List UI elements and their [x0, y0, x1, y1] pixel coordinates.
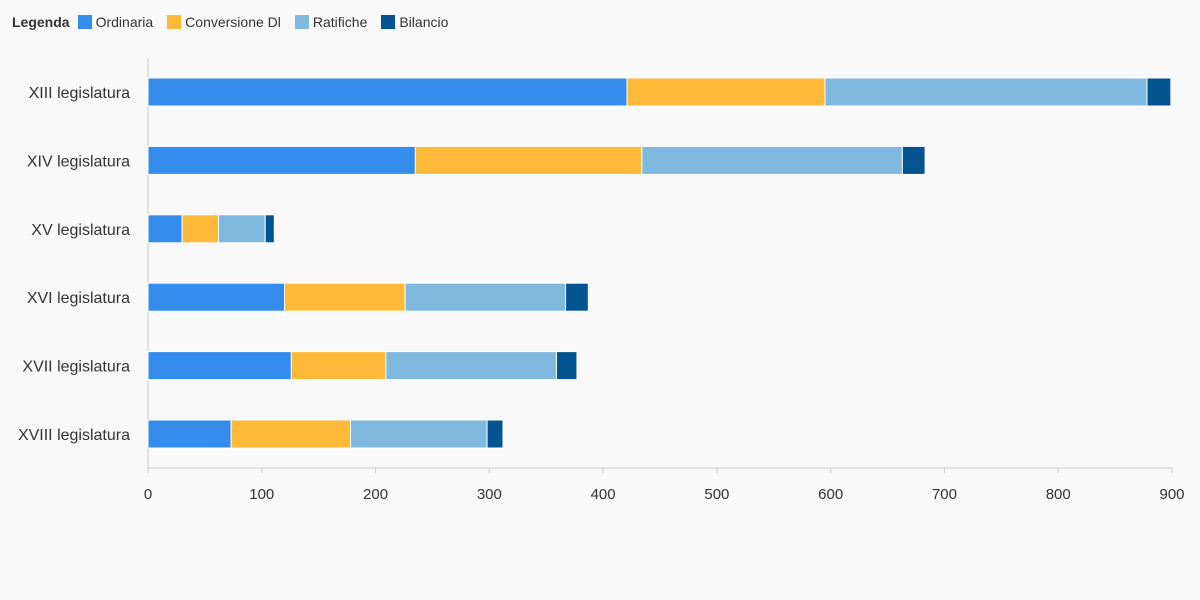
- x-tick-label: 700: [932, 486, 957, 503]
- bar-bilancio-xvi-legislatura[interactable]: [565, 282, 589, 312]
- bar-conversione-dl-xvii-legislatura[interactable]: [290, 351, 387, 381]
- bar-bilancio-xiv-legislatura[interactable]: [901, 145, 926, 175]
- bar-conversione-dl-xiv-legislatura[interactable]: [414, 145, 643, 175]
- bar-ordinaria-xiii-legislatura[interactable]: [147, 77, 628, 107]
- legend-item-bilancio[interactable]: Bilancio: [381, 14, 448, 30]
- x-tick-label: 600: [818, 486, 843, 503]
- bar-ratifiche-xvi-legislatura[interactable]: [404, 282, 567, 312]
- bar-conversione-dl-xv-legislatura[interactable]: [181, 214, 220, 244]
- legend-item-conversione-dl[interactable]: Conversione Dl: [167, 14, 281, 30]
- legend-item-ordinaria[interactable]: Ordinaria: [77, 14, 154, 30]
- bar-conversione-dl-xviii-legislatura[interactable]: [230, 419, 352, 449]
- legend-label-ordinaria: Ordinaria: [95, 14, 154, 30]
- legend-label-conversione-dl: Conversione Dl: [185, 14, 281, 30]
- y-category-label: XIII legislatura: [29, 85, 130, 102]
- legend-label-ratifiche: Ratifiche: [312, 14, 368, 30]
- bar-ordinaria-xiv-legislatura[interactable]: [147, 145, 416, 175]
- x-tick-label: 200: [363, 486, 388, 503]
- bar-ratifiche-xviii-legislatura[interactable]: [350, 419, 488, 449]
- y-category-label: XIV legislatura: [27, 153, 130, 170]
- bar-ratifiche-xiv-legislatura[interactable]: [641, 145, 903, 175]
- x-tick-label: 0: [144, 486, 152, 503]
- legend-swatch-ordinaria: [77, 15, 92, 29]
- bar-ordinaria-xv-legislatura[interactable]: [147, 214, 183, 244]
- legend: Legenda Ordinaria Conversione Dl Ratific…: [12, 12, 462, 32]
- bar-bilancio-xv-legislatura[interactable]: [264, 214, 275, 244]
- y-category-label: XVI legislatura: [27, 290, 130, 307]
- bar-bilancio-xvii-legislatura[interactable]: [555, 351, 578, 381]
- x-tick-label: 400: [591, 486, 616, 503]
- y-category-label: XVII legislatura: [22, 359, 130, 376]
- x-tick-label: 100: [249, 486, 274, 503]
- bar-ordinaria-xviii-legislatura[interactable]: [147, 419, 232, 449]
- bar-bilancio-xviii-legislatura[interactable]: [486, 419, 504, 449]
- y-category-label: XV legislatura: [31, 222, 130, 239]
- x-tick-label: 500: [704, 486, 729, 503]
- bar-ratifiche-xiii-legislatura[interactable]: [824, 77, 1148, 107]
- y-category-label: XVIII legislatura: [18, 427, 130, 444]
- x-tick-label: 300: [477, 486, 502, 503]
- legend-swatch-ratifiche: [294, 15, 309, 29]
- bar-ordinaria-xvii-legislatura[interactable]: [147, 351, 292, 381]
- legend-swatch-conversione-dl: [167, 15, 182, 29]
- bar-ratifiche-xv-legislatura[interactable]: [218, 214, 266, 244]
- bar-bilancio-xiii-legislatura[interactable]: [1146, 77, 1172, 107]
- bar-conversione-dl-xiii-legislatura[interactable]: [626, 77, 826, 107]
- bar-ordinaria-xvi-legislatura[interactable]: [147, 282, 286, 312]
- legend-title: Legenda: [12, 14, 70, 30]
- legend-swatch-bilancio: [381, 15, 396, 29]
- bar-conversione-dl-xvi-legislatura[interactable]: [284, 282, 406, 312]
- x-tick-label: 800: [1046, 486, 1071, 503]
- legend-item-ratifiche[interactable]: Ratifiche: [294, 14, 368, 30]
- bar-ratifiche-xvii-legislatura[interactable]: [385, 351, 557, 381]
- x-tick-label: 900: [1159, 486, 1184, 503]
- legend-label-bilancio: Bilancio: [399, 14, 449, 30]
